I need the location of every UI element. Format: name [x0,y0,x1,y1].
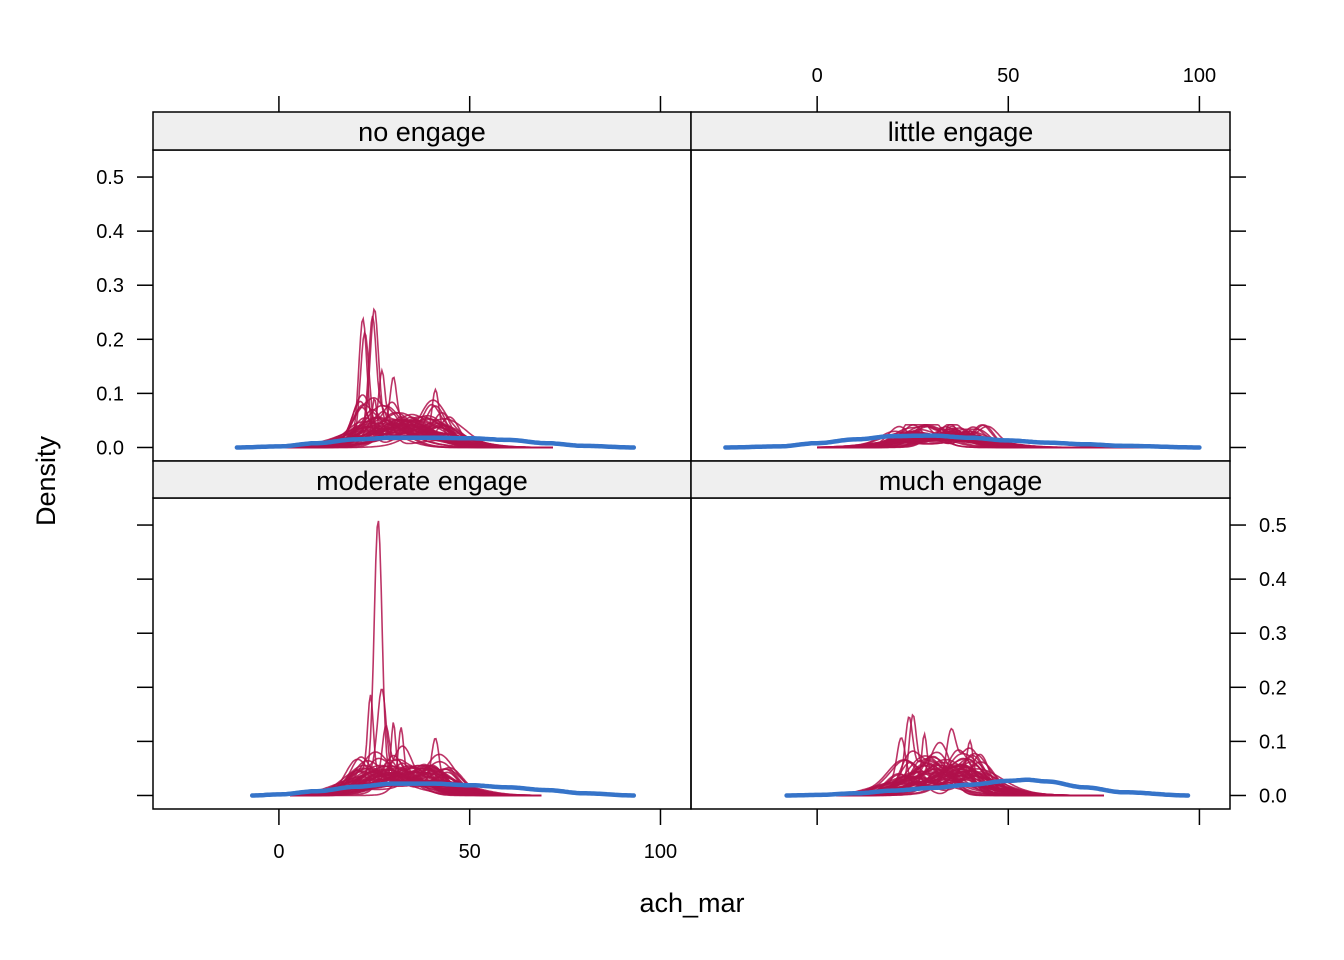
x-tick-label-top: 0 [812,65,823,87]
panel-no-engage: no engage [152,111,692,462]
x-tick-label-bottom: 0 [273,841,284,863]
imputed-density-line [290,520,542,797]
x-axis-title: ach_mar [639,888,744,918]
strip-background [152,111,692,151]
plot-area [249,520,637,798]
axes-layer: 0 50 100 0 50 100 0.0 0.1 0.2 0.3 0.4 0.5 0.0 0.1 0.2 0… [96,65,1287,863]
observed-density-line [249,781,637,798]
strip-background [690,460,1231,499]
y-axis-title: Density [31,435,61,526]
y-tick-label-left: 0.5 [96,167,124,189]
plot-area [234,307,637,450]
imputed-density-line [290,763,542,797]
observed-density-line [234,435,637,450]
panels-layer: no engage little engage moderate engage muc… [152,111,1231,810]
strip-label: moderate engage [316,466,528,496]
strip-label: little engage [888,117,1034,147]
panel-frame [690,149,1231,462]
x-tick-label-bottom: 50 [459,841,481,863]
x-tick-label-top: 100 [1183,65,1216,87]
panel-much-engage: much engage [690,460,1231,810]
strip-label: much engage [879,466,1043,496]
y-tick-label-left: 0.0 [96,437,124,459]
panel-frame [152,149,692,462]
strip-background [152,460,692,499]
y-tick-label-right: 0.1 [1259,731,1287,753]
y-tick-label-right: 0.5 [1259,515,1287,537]
panel-frame [152,497,692,810]
panel-little-engage: little engage [690,111,1231,462]
y-tick-label-left: 0.3 [96,275,124,297]
y-tick-label-left: 0.4 [96,221,124,243]
y-tick-label-right: 0.0 [1259,785,1287,807]
y-tick-label-left: 0.2 [96,329,124,351]
plot-area [723,424,1202,450]
strip-label: no engage [358,117,486,147]
y-tick-label-left: 0.1 [96,383,124,405]
observed-density-line [784,777,1191,798]
x-tick-label-top: 50 [997,65,1019,87]
x-tick-label-bottom: 100 [644,841,677,863]
y-tick-label-right: 0.3 [1259,623,1287,645]
observed-density-line [723,433,1202,450]
imputed-density-line [275,411,553,449]
y-tick-label-right: 0.4 [1259,569,1287,591]
strip-background [690,111,1231,151]
plot-area [784,713,1191,798]
imputed-density-line [836,741,1104,797]
panel-moderate-engage: moderate engage [152,460,692,810]
y-tick-label-right: 0.2 [1259,677,1287,699]
